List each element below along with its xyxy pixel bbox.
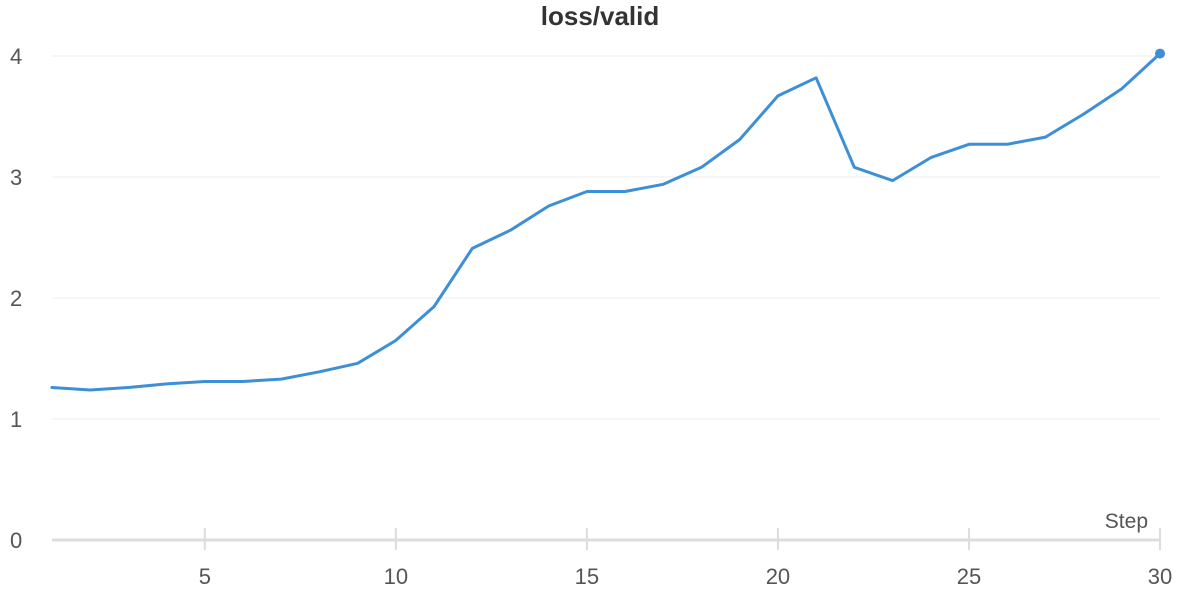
y-tick-label-2: 2 (10, 286, 22, 311)
y-tick-label-3: 3 (10, 165, 22, 190)
x-axis: 5 10 15 20 25 30 (52, 528, 1172, 589)
y-axis-ticks: 0 1 2 3 4 (10, 44, 22, 553)
y-tick-label-4: 4 (10, 44, 22, 69)
x-tick-label-25: 25 (957, 564, 981, 589)
x-axis-label: Step (1105, 510, 1148, 533)
x-tick-label-30: 30 (1148, 564, 1172, 589)
x-tick-label-20: 20 (766, 564, 790, 589)
y-tick-label-0: 0 (10, 528, 22, 553)
chart-title: loss/valid (540, 1, 660, 31)
x-tick-label-10: 10 (384, 564, 408, 589)
y-tick-label-1: 1 (10, 407, 22, 432)
x-tick-label-15: 15 (575, 564, 599, 589)
x-tick-label-5: 5 (199, 564, 211, 589)
last-point-marker (1155, 48, 1165, 59)
series-line-0 (50, 52, 1162, 392)
gridlines (52, 55, 1160, 420)
series-layer (50, 48, 1165, 392)
